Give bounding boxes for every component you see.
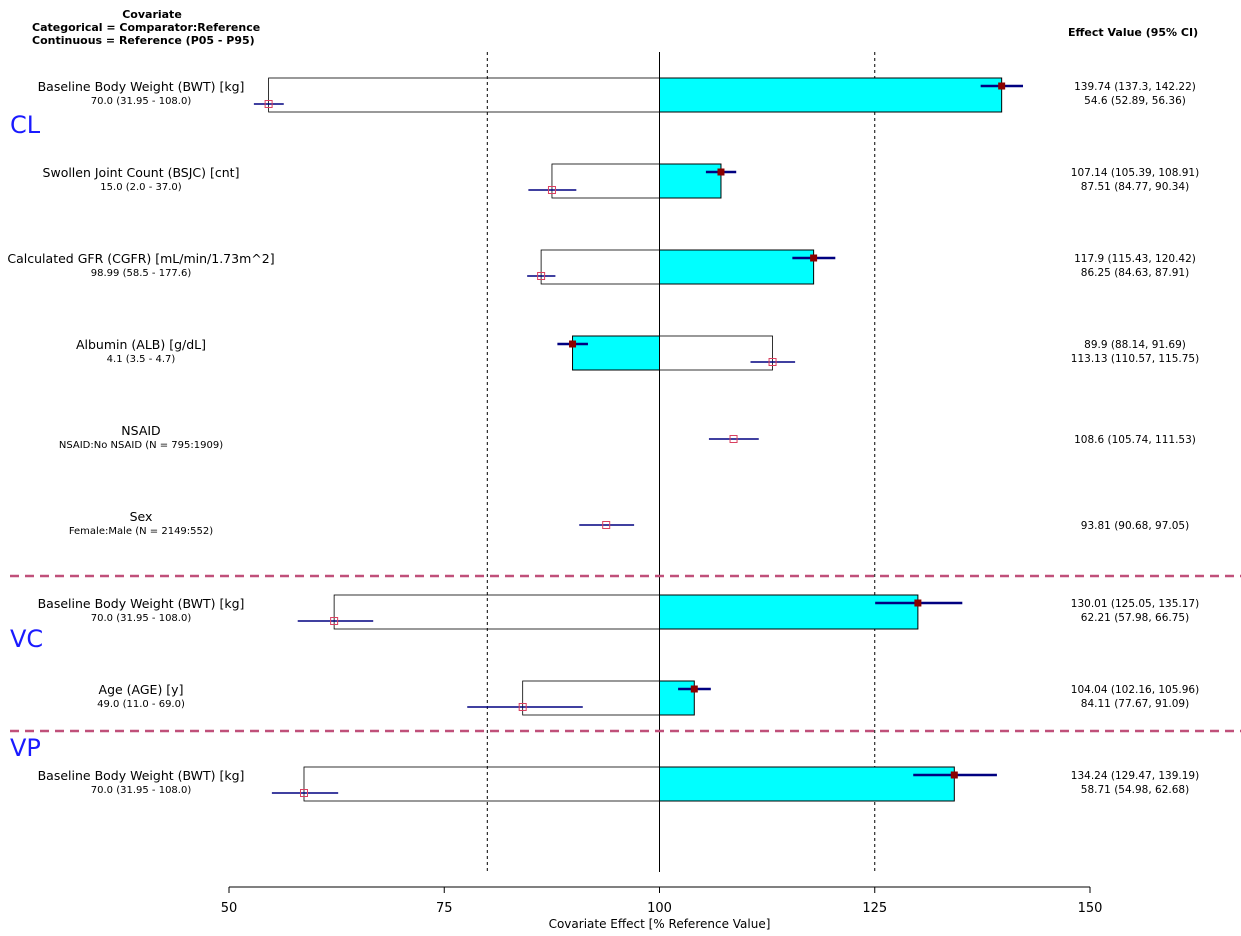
row-5-point xyxy=(602,521,611,529)
row-2-high-bar xyxy=(659,249,815,285)
group-label-cl: CL xyxy=(10,111,41,139)
row-2-high-value: 117.9 (115.43, 120.42) xyxy=(1074,253,1196,265)
row-7-high-bar xyxy=(659,680,695,716)
row-label-3: Albumin (ALB) [g/dL] xyxy=(76,337,206,352)
row-7-high-value: 104.04 (102.16, 105.96) xyxy=(1071,684,1199,696)
row-7-low-bar xyxy=(522,680,660,716)
row-7-high-point xyxy=(690,685,698,693)
row-label-8: Baseline Body Weight (BWT) [kg] xyxy=(38,768,245,783)
row-6-high-point xyxy=(914,599,922,607)
row-1-high-bar xyxy=(659,163,722,199)
row-0-high-point xyxy=(998,82,1006,90)
row-label-4: NSAID xyxy=(121,423,160,438)
row-2-low-value: 86.25 (84.63, 87.91) xyxy=(1081,267,1189,279)
row-0-high-bar xyxy=(659,77,1003,113)
row-4-point xyxy=(729,435,738,443)
row-0-low-value: 54.6 (52.89, 56.36) xyxy=(1084,95,1186,107)
row-sublabel-8: 70.0 (31.95 - 108.0) xyxy=(91,785,192,796)
group-label-vp: VP xyxy=(10,734,41,762)
row-sublabel-5: Female:Male (N = 2149:552) xyxy=(69,526,213,537)
row-3-low-point xyxy=(768,358,777,366)
row-label-0: Baseline Body Weight (BWT) [kg] xyxy=(38,79,245,94)
row-sublabel-1: 15.0 (2.0 - 37.0) xyxy=(100,182,181,193)
row-label-1: Swollen Joint Count (BSJC) [cnt] xyxy=(43,165,240,180)
row-8-low-value: 58.71 (54.98, 62.68) xyxy=(1081,784,1189,796)
row-1-low-bar xyxy=(551,163,660,199)
covariate-header-legend: Categorical = Comparator:Reference Conti… xyxy=(32,21,260,47)
header-line-continuous: Continuous = Reference (P05 - P95) xyxy=(32,34,255,47)
row-3-high-bar xyxy=(572,335,660,371)
row-6-low-value: 62.21 (57.98, 66.75) xyxy=(1081,612,1189,624)
row-label-7: Age (AGE) [y] xyxy=(99,682,184,697)
row-8-high-point xyxy=(950,771,958,779)
header-line-categorical: Categorical = Comparator:Reference xyxy=(32,21,261,34)
row-sublabel-6: 70.0 (31.95 - 108.0) xyxy=(91,613,192,624)
row-6-high-bar xyxy=(659,594,919,630)
row-6-low-point xyxy=(330,617,339,625)
row-7-low-point xyxy=(518,703,527,711)
row-0-low-point xyxy=(264,100,273,108)
x-tick-label-75: 75 xyxy=(436,901,453,916)
row-3-high-point xyxy=(569,340,577,348)
row-1-high-value: 107.14 (105.39, 108.91) xyxy=(1071,167,1199,179)
row-0-low-bar xyxy=(268,77,660,113)
x-axis-label: Covariate Effect [% Reference Value] xyxy=(549,917,771,931)
x-tick-label-50: 50 xyxy=(221,901,238,916)
header-line-covariate: Covariate xyxy=(122,8,182,21)
row-8-low-bar xyxy=(303,766,660,802)
row-3-high-value: 89.9 (88.14, 91.69) xyxy=(1084,339,1186,351)
x-tick-label-100: 100 xyxy=(647,901,672,916)
x-tick-label-150: 150 xyxy=(1078,901,1103,916)
row-0-high-value: 139.74 (137.3, 142.22) xyxy=(1074,81,1196,93)
row-sublabel-2: 98.99 (58.5 - 177.6) xyxy=(91,268,192,279)
group-label-vc: VC xyxy=(10,625,43,653)
row-2-low-point xyxy=(537,272,546,280)
row-8-high-value: 134.24 (129.47, 139.19) xyxy=(1071,770,1199,782)
row-2-high-point xyxy=(810,254,818,262)
row-1-low-value: 87.51 (84.77, 90.34) xyxy=(1081,181,1189,193)
row-8-high-bar xyxy=(659,766,955,802)
row-sublabel-7: 49.0 (11.0 - 69.0) xyxy=(97,699,185,710)
row-sublabel-4: NSAID:No NSAID (N = 795:1909) xyxy=(59,440,223,451)
row-3-low-value: 113.13 (110.57, 115.75) xyxy=(1071,353,1199,365)
effect-value-header: Effect Value (95% CI) xyxy=(1068,26,1199,39)
row-6-low-bar xyxy=(333,594,660,630)
row-2-low-bar xyxy=(540,249,660,285)
row-label-5: Sex xyxy=(130,509,153,524)
row-4-value: 108.6 (105.74, 111.53) xyxy=(1074,434,1196,446)
row-1-low-point xyxy=(547,186,556,194)
row-label-6: Baseline Body Weight (BWT) [kg] xyxy=(38,596,245,611)
row-6-high-value: 130.01 (125.05, 135.17) xyxy=(1071,598,1199,610)
row-label-2: Calculated GFR (CGFR) [mL/min/1.73m^2] xyxy=(7,251,274,266)
covariate-header: Covariate xyxy=(32,8,272,21)
row-7-low-value: 84.11 (77.67, 91.09) xyxy=(1081,698,1189,710)
x-tick-label-125: 125 xyxy=(862,901,887,916)
row-5-value: 93.81 (90.68, 97.05) xyxy=(1081,520,1189,532)
row-1-high-point xyxy=(717,168,725,176)
row-sublabel-0: 70.0 (31.95 - 108.0) xyxy=(91,96,192,107)
row-3-low-bar xyxy=(659,335,773,371)
row-8-low-point xyxy=(299,789,308,797)
row-sublabel-3: 4.1 (3.5 - 4.7) xyxy=(107,354,176,365)
